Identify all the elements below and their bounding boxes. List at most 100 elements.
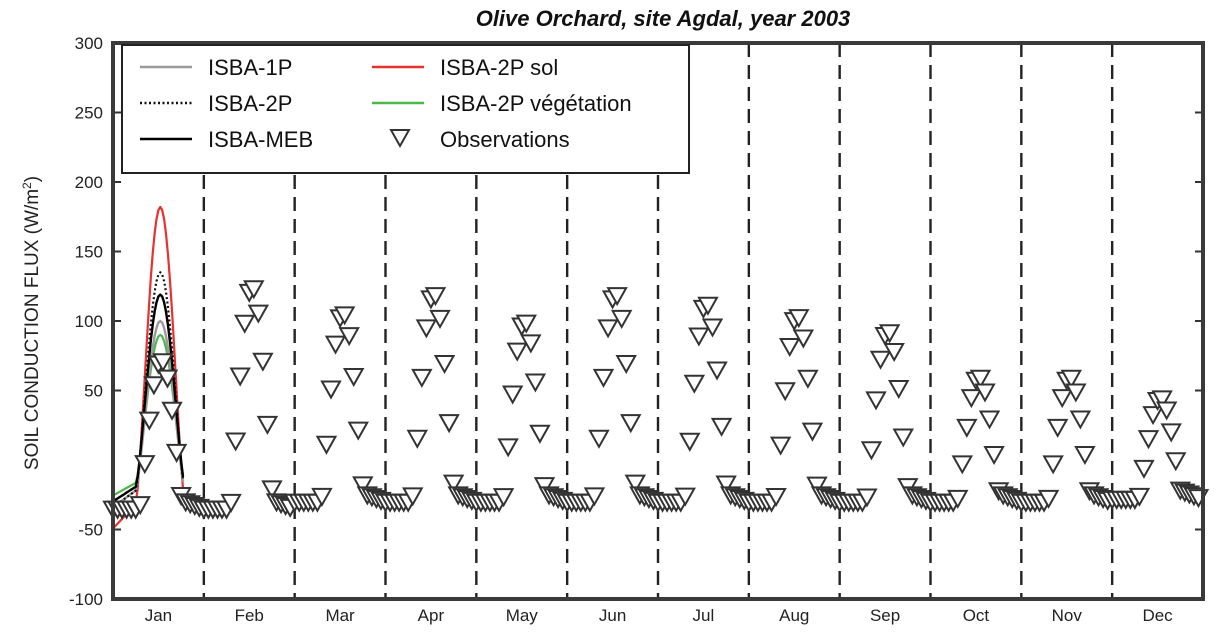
observation-marker <box>533 477 556 497</box>
plot-frame <box>111 41 1205 601</box>
observation-marker <box>1133 459 1155 479</box>
observation-marker <box>688 327 710 347</box>
observation-marker <box>801 422 824 442</box>
y-tick-label: -100 <box>69 590 103 609</box>
observation-marker <box>778 337 801 358</box>
observation-marker <box>138 411 161 431</box>
observation-marker <box>592 368 615 388</box>
observation-marker <box>433 355 456 375</box>
observation-marker <box>492 488 515 508</box>
observation-marker <box>506 342 528 362</box>
observation-marker <box>1065 383 1087 403</box>
y-tick-label: 150 <box>75 243 103 262</box>
observation-marker <box>983 445 1005 466</box>
observation-marker <box>1155 401 1178 421</box>
observation-marker <box>956 418 978 438</box>
observation-marker <box>220 493 242 513</box>
y-axis-label-text: SOIL CONDUCTION FLUX (W/m <box>22 189 43 470</box>
observation-marker <box>765 488 787 508</box>
observation-marker <box>974 383 996 403</box>
y-tick-label: 250 <box>75 104 103 123</box>
observation-marker <box>411 368 433 388</box>
y-tick-label: 200 <box>75 173 103 192</box>
series-lines <box>112 205 185 530</box>
observation-marker <box>792 329 815 349</box>
observation-marker <box>1165 452 1187 472</box>
observation-marker <box>806 476 828 496</box>
y-tick-label: 300 <box>75 34 103 53</box>
observation-marker <box>774 382 796 402</box>
observation-marker <box>347 421 369 441</box>
legend-label: ISBA-MEB <box>208 127 313 152</box>
observation-marker <box>524 373 547 393</box>
observation-marker <box>161 401 183 421</box>
observation-marker <box>710 417 733 437</box>
x-tick-label: Oct <box>963 606 990 625</box>
observation-marker <box>438 414 460 434</box>
observation-marker <box>1074 445 1096 466</box>
x-tick-label: Mar <box>325 606 355 625</box>
chart-title: Olive Orchard, site Agdal, year 2003 <box>476 6 851 31</box>
observation-marker <box>1046 418 1069 438</box>
observation-marker <box>256 415 279 435</box>
observation-marker <box>338 327 360 347</box>
observation-marker <box>229 367 251 387</box>
observation-marker <box>715 475 737 495</box>
observation-marker <box>497 438 519 458</box>
observation-marker <box>415 319 438 339</box>
x-tick-label: Sep <box>870 606 900 625</box>
x-tick-label: Apr <box>418 606 445 625</box>
observation-marker <box>1037 489 1060 509</box>
observation-marker <box>324 335 347 355</box>
observation-marker <box>1160 423 1182 443</box>
observation-marker <box>165 443 188 463</box>
observation-marker <box>892 428 914 448</box>
observation-marker <box>960 389 983 409</box>
observation-marker <box>951 455 974 475</box>
observation-marker <box>129 496 151 516</box>
observation-marker <box>1128 487 1151 507</box>
x-tick-label: Dec <box>1142 606 1173 625</box>
observation-marker <box>1042 455 1064 475</box>
y-tick-label: 100 <box>75 312 103 331</box>
observation-marker <box>624 474 647 494</box>
axes: -100 -50 50 100 150 200 250 300 Jan Feb Mar Apr May J… <box>69 34 1205 625</box>
legend-label: ISBA-1P <box>208 55 292 80</box>
observation-marker <box>883 343 905 363</box>
observation-marker <box>252 352 274 372</box>
observation-marker <box>520 334 542 354</box>
observation-marker <box>315 435 338 455</box>
y-axis-label-close: ) <box>22 176 43 182</box>
observation-marker <box>969 369 992 389</box>
observation-marker <box>869 350 892 370</box>
observation-marker <box>134 455 156 475</box>
x-tick-label: Nov <box>1052 606 1083 625</box>
x-tick-label: Feb <box>235 606 264 625</box>
legend-label: ISBA-2P <box>208 91 292 116</box>
observation-marker <box>333 306 356 326</box>
observation-marker <box>352 476 374 496</box>
observation-marker <box>311 487 333 507</box>
observation-marker <box>402 487 424 507</box>
legend-label: Observations <box>440 127 570 152</box>
observation-markers <box>102 280 1210 520</box>
observation-marker <box>424 287 447 307</box>
observation-marker <box>674 487 696 507</box>
x-tick-label: Jul <box>693 606 715 625</box>
observation-marker <box>856 488 878 508</box>
observation-marker <box>769 436 792 456</box>
observation-marker <box>583 487 606 507</box>
observation-marker <box>878 324 901 344</box>
x-tick-label: Aug <box>779 606 809 625</box>
observation-marker <box>529 424 551 444</box>
observation-marker <box>1137 430 1160 450</box>
observation-marker <box>610 309 633 329</box>
observation-marker <box>429 309 451 329</box>
legend-label: ISBA-2P sol <box>440 55 558 80</box>
observation-marker <box>597 319 619 339</box>
observation-marker <box>706 361 728 381</box>
x-tick-label: Jan <box>145 606 172 625</box>
y-tick-label: 50 <box>84 382 103 401</box>
observation-marker <box>156 369 179 389</box>
